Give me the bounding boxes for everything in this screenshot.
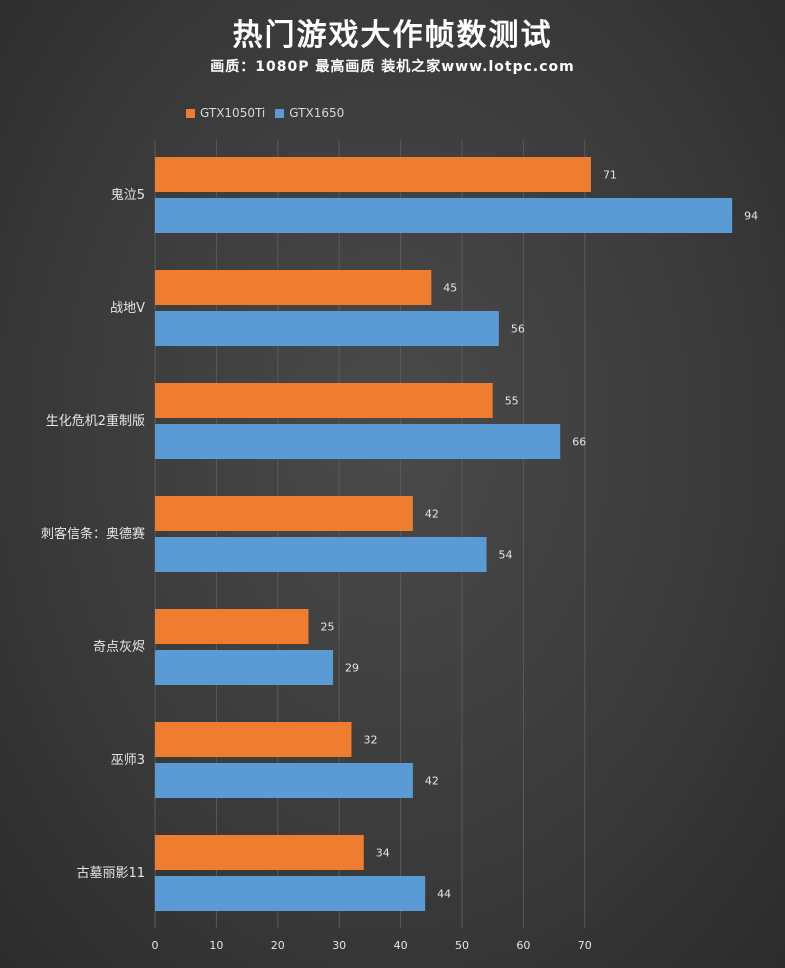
category-label: 刺客信条：奥德赛 [41, 526, 145, 542]
data-label: 94 [744, 210, 758, 223]
x-tick-label: 20 [271, 939, 285, 952]
legend-swatch-gtx1050ti [186, 108, 195, 118]
bar-gtx1050ti [155, 835, 364, 870]
legend-item-gtx1650: GTX1650 [275, 106, 344, 120]
bar-gtx1650 [155, 311, 499, 346]
legend-label-gtx1050ti: GTX1050Ti [200, 106, 266, 120]
x-tick-label: 30 [332, 939, 346, 952]
data-label: 42 [425, 508, 439, 521]
category-label: 鬼泣5 [111, 187, 145, 203]
data-label: 44 [437, 888, 451, 901]
legend-item-gtx1050ti: GTX1050Ti [186, 106, 265, 120]
chart-title: 热门游戏大作帧数测试 [232, 18, 553, 53]
legend-swatch-gtx1650 [275, 108, 285, 118]
bar-gtx1050ti [155, 496, 413, 531]
x-tick-label: 60 [516, 939, 530, 952]
bar-gtx1650 [155, 876, 426, 911]
bar-gtx1050ti [155, 609, 309, 644]
data-label: 42 [425, 775, 439, 788]
x-tick-label: 0 [152, 939, 159, 952]
bar-gtx1650 [155, 537, 487, 572]
category-label: 巫师3 [111, 753, 145, 768]
bar-gtx1050ti [155, 157, 591, 192]
bar-gtx1650 [155, 198, 733, 233]
category-label: 生化危机2重制版 [46, 413, 145, 429]
legend-label-gtx1650: GTX1650 [289, 106, 345, 120]
data-label: 45 [443, 282, 457, 295]
x-tick-label: 70 [578, 939, 592, 952]
data-label: 29 [345, 662, 359, 675]
data-label: 71 [603, 169, 617, 182]
bar-gtx1050ti [155, 722, 352, 757]
data-label: 25 [321, 621, 335, 634]
data-label: 34 [376, 847, 390, 860]
data-label: 56 [511, 323, 525, 336]
bar-gtx1650 [155, 763, 413, 798]
category-label: 战地V [110, 301, 145, 316]
bar-gtx1050ti [155, 270, 432, 305]
x-tick-label: 50 [455, 939, 469, 952]
data-label: 66 [572, 436, 586, 449]
x-tick-label: 40 [394, 939, 408, 952]
x-tick-label: 10 [209, 939, 223, 952]
bar-gtx1650 [155, 650, 334, 685]
legend: GTX1050Ti GTX1650 [186, 104, 344, 122]
data-label: 32 [363, 734, 377, 747]
category-label: 古墓丽影11 [76, 866, 145, 881]
data-label: 55 [505, 395, 519, 408]
bar-gtx1650 [155, 424, 561, 459]
chart-subtitle: 画质：1080P 最高画质 装机之家www.lotpc.com [210, 59, 575, 75]
data-label: 54 [499, 549, 513, 562]
bar-gtx1050ti [155, 383, 493, 418]
category-label: 奇点灰烬 [93, 639, 145, 655]
